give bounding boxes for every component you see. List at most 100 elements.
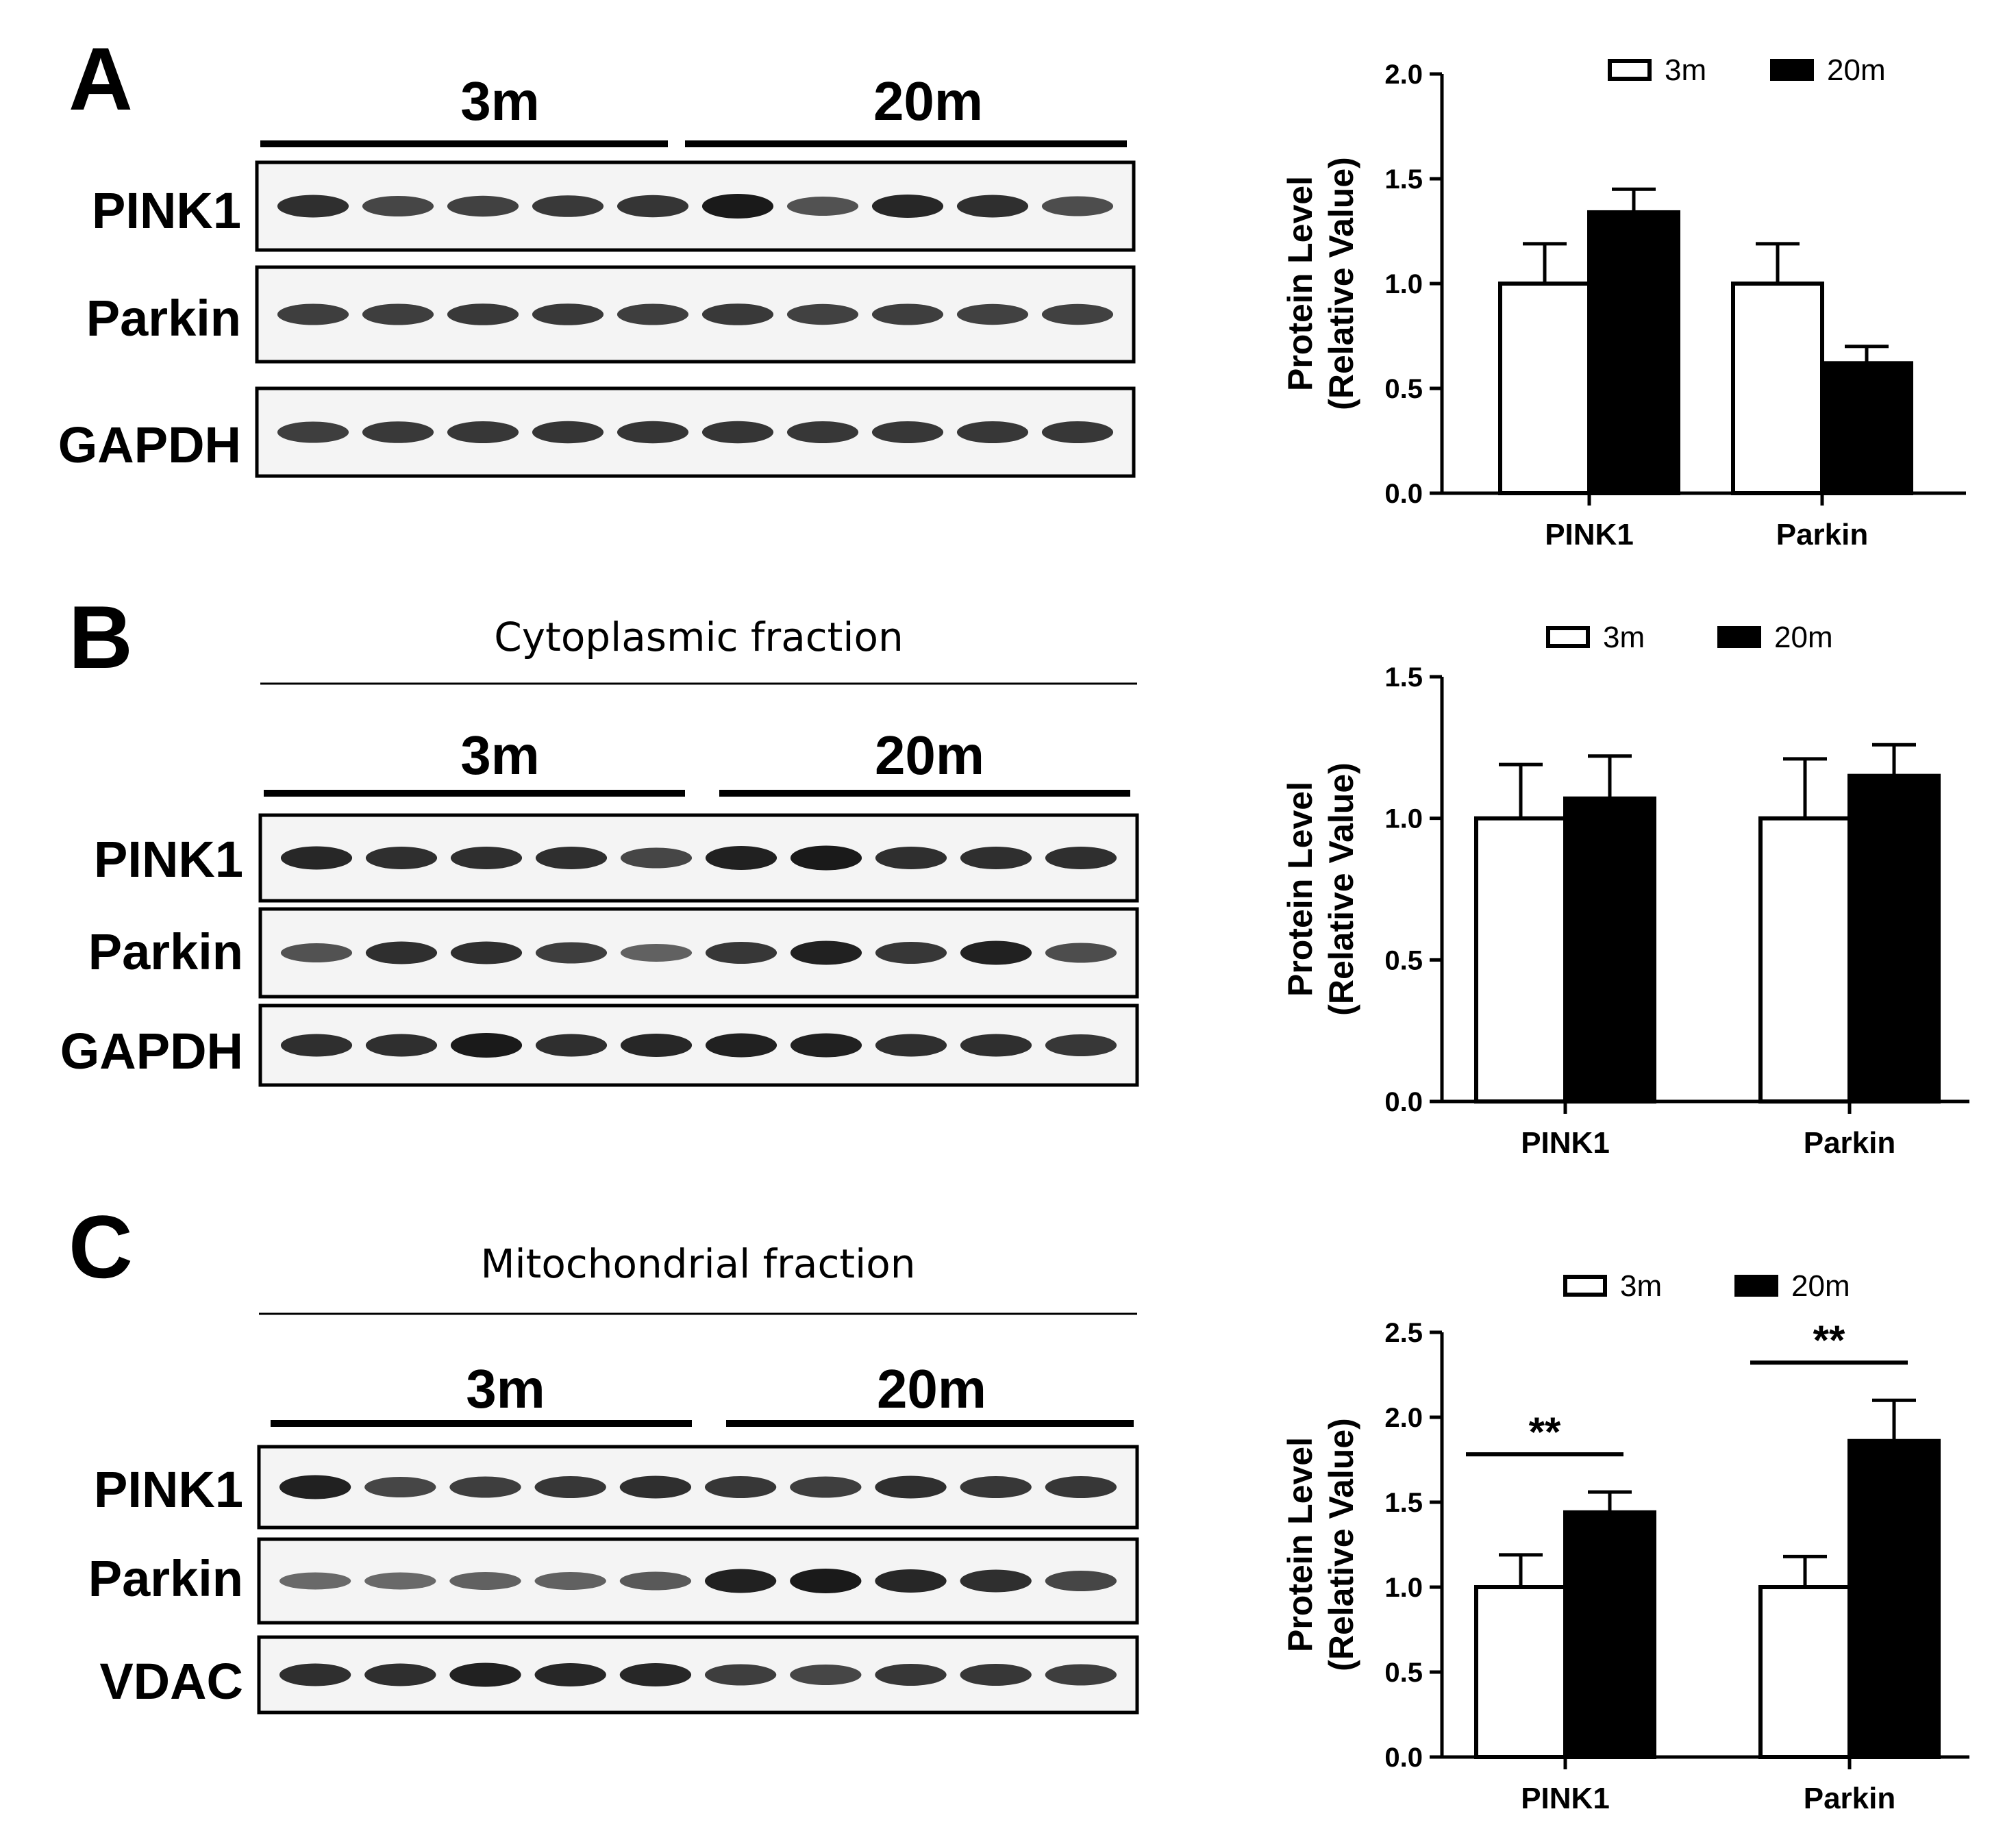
blot-band <box>1045 1476 1117 1498</box>
blot-label: VDAC <box>99 1653 243 1710</box>
legend-label: 3m <box>1603 621 1645 654</box>
blot-band <box>960 1476 1032 1498</box>
y-axis-label: (Relative Value) <box>1322 157 1360 410</box>
legend-label: 20m <box>1774 621 1833 654</box>
significance-mark: ** <box>1813 1317 1845 1363</box>
y-tick-label: 0.5 <box>1384 1658 1423 1688</box>
blot-band <box>365 941 438 964</box>
blot-band <box>960 847 1032 869</box>
y-tick-label: 1.5 <box>1384 1488 1423 1518</box>
blot-band <box>960 940 1032 965</box>
blot-band <box>534 1476 606 1498</box>
y-tick-label: 1.5 <box>1384 164 1423 195</box>
y-tick-label: 0.5 <box>1384 374 1423 404</box>
bar-20m-PINK1 <box>1563 796 1656 1104</box>
significance-mark: ** <box>1529 1409 1561 1455</box>
blot-band <box>701 421 774 444</box>
bar-chart-c: 0.0 0.5 1.0 1.5 2.0 2.5 Protein Level (Relative… <box>1281 1269 1969 1815</box>
y-tick-label: 0.0 <box>1384 1743 1423 1773</box>
fraction-title: Cytoplasmic fraction <box>494 614 903 660</box>
blot-band <box>364 1477 436 1497</box>
blot-band <box>365 1034 438 1057</box>
blot-band <box>279 1572 351 1590</box>
blot-band <box>617 303 689 325</box>
blot-label: PINK1 <box>92 182 241 239</box>
blot-band <box>871 421 944 443</box>
blot-band <box>786 303 859 325</box>
group-label-20m: 20m <box>875 725 984 786</box>
blot-band <box>875 1664 947 1686</box>
blot-band <box>790 1569 862 1593</box>
blot-band <box>277 421 349 443</box>
y-tick-label: 1.5 <box>1384 662 1423 693</box>
panel-c: C Mitochondrial fraction 3m 20m PINK1 Parkin V… <box>69 1197 1969 1815</box>
blot-band <box>362 196 434 216</box>
blot-band <box>701 303 774 325</box>
legend-swatch-3m <box>1563 1275 1607 1297</box>
blot-band <box>449 1572 521 1590</box>
blot-band <box>280 1034 353 1057</box>
bar-chart-b: 0.0 0.5 1.0 1.5 Protein Level (Relative Value… <box>1281 621 1969 1160</box>
blot-band <box>364 1572 436 1590</box>
blot-band <box>534 1572 606 1590</box>
blot-band <box>280 943 353 962</box>
blot-band <box>704 1664 777 1686</box>
blot-label: PINK1 <box>94 831 243 888</box>
blot-band <box>1045 847 1117 869</box>
bar-3m-Parkin <box>1758 1585 1852 1759</box>
blot-band <box>364 1663 436 1686</box>
y-tick-label: 1.0 <box>1384 1573 1423 1603</box>
panel-letter: A <box>69 29 133 129</box>
blot-band <box>365 847 438 869</box>
blot-band <box>280 846 353 870</box>
blot-band <box>447 195 519 217</box>
y-axis-label: (Relative Value) <box>1322 1418 1360 1671</box>
blot-band <box>279 1475 351 1499</box>
blot-band <box>532 303 604 325</box>
blot-band <box>875 1475 947 1499</box>
y-tick-label: 2.5 <box>1384 1318 1423 1348</box>
blot-band <box>447 421 519 443</box>
panel-b: B Cytoplasmic fraction 3m 20m PINK1 Parkin GAP… <box>60 587 1969 1160</box>
blot-band <box>279 1663 351 1686</box>
blot-band <box>871 195 944 218</box>
blot-band <box>790 1476 862 1498</box>
legend-label: 3m <box>1620 1269 1662 1303</box>
bar-20m-PINK1 <box>1587 210 1680 495</box>
blot-label: GAPDH <box>58 416 241 473</box>
legend-swatch-20m <box>1717 626 1761 648</box>
blot-band <box>956 303 1029 325</box>
blot-band <box>1045 1571 1117 1591</box>
blot-label: GAPDH <box>60 1023 243 1080</box>
blot-band <box>532 421 604 444</box>
blot-band <box>1045 1034 1117 1056</box>
fraction-title: Mitochondrial fraction <box>481 1241 916 1287</box>
blot-band <box>960 1569 1032 1593</box>
blot-band <box>1041 421 1114 443</box>
blot-band <box>960 1664 1032 1686</box>
y-tick-label: 0.0 <box>1384 1087 1423 1117</box>
blot-band <box>701 194 774 219</box>
blot-band <box>956 195 1029 218</box>
y-axis-label: Protein Level <box>1281 782 1319 997</box>
blot-label: Parkin <box>88 1550 243 1607</box>
blot-band <box>1045 1664 1117 1686</box>
x-tick-label: PINK1 <box>1545 518 1634 551</box>
blot-band <box>450 847 523 869</box>
x-tick-label: Parkin <box>1804 1782 1896 1815</box>
y-tick-label: 1.0 <box>1384 269 1423 299</box>
group-label-3m: 3m <box>466 1358 545 1419</box>
blot-band <box>619 1571 692 1591</box>
blot-band <box>786 197 859 216</box>
y-axis-label: (Relative Value) <box>1322 762 1360 1016</box>
y-tick-label: 0.0 <box>1384 479 1423 509</box>
bar-3m-PINK1 <box>1474 1585 1567 1759</box>
blot-band <box>790 1033 862 1058</box>
bar-chart-a: 0.0 0.5 1.0 1.5 2.0 Protein Level (Relative Va… <box>1281 53 1966 551</box>
blot-band <box>450 941 523 964</box>
blot-band <box>871 303 944 325</box>
blot-band <box>875 1034 947 1057</box>
blot-band <box>535 942 608 964</box>
bar-3m-Parkin <box>1731 282 1824 495</box>
blot-band <box>1041 303 1114 325</box>
